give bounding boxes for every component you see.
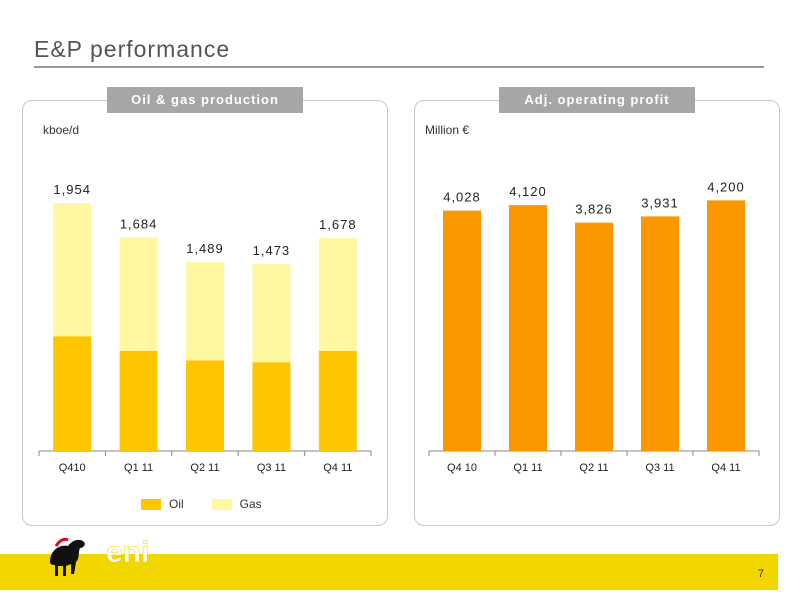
production-total-label: 1,954 [53, 182, 91, 197]
profit-bar [509, 205, 547, 451]
production-category-label: Q4 11 [323, 462, 352, 474]
production-category-label: Q410 [59, 462, 86, 474]
production-total-label: 1,684 [120, 216, 158, 231]
production-unit-label: kboe/d [43, 123, 80, 137]
gas-bar [119, 237, 158, 351]
legend-oil-label: Oil [169, 497, 184, 511]
production-legend: Oil Gas [141, 497, 290, 511]
footer-band [0, 554, 778, 590]
oil-bar [119, 350, 158, 451]
page-title: E&P performance [34, 36, 231, 62]
profit-panel: Adj. operating profit Million € 4,028 Q4 … [414, 87, 780, 526]
gas-swatch [211, 498, 232, 510]
production-chart-title: Oil & gas production [107, 87, 303, 113]
production-chart: 1,954 Q410 1,684 Q1 11 1,489 Q2 11 1,473 Q3 11 1… [38, 182, 372, 474]
production-total-label: 1,489 [186, 241, 224, 256]
production-category-label: Q1 11 [124, 462, 153, 474]
oil-bar [318, 350, 357, 451]
profit-value-label: 4,120 [509, 184, 547, 199]
page-number: 7 [757, 568, 764, 580]
profit-value-label: 3,826 [575, 202, 613, 217]
oil-bar [252, 362, 291, 451]
gas-bar [318, 238, 357, 351]
profit-value-label: 3,931 [641, 195, 679, 210]
profit-value-label: 4,200 [707, 179, 745, 194]
profit-bar [707, 200, 745, 451]
profit-category-label: Q3 11 [645, 462, 674, 474]
profit-bar [641, 216, 679, 451]
oil-bar [53, 336, 92, 451]
profit-value-label: 4,028 [443, 190, 481, 205]
production-total-label: 1,678 [319, 217, 357, 232]
profit-bar [443, 210, 481, 451]
profit-category-label: Q2 11 [579, 462, 608, 474]
oil-bar [186, 360, 224, 451]
gas-bar [186, 262, 224, 361]
legend-item-gas: Gas [211, 497, 262, 511]
profit-unit-label: Million € [425, 123, 470, 137]
legend-item-oil: Oil [141, 497, 184, 511]
production-total-label: 1,473 [253, 243, 291, 258]
six-legged-dog-icon [50, 537, 85, 576]
profit-category-label: Q4 10 [447, 462, 477, 474]
legend-gas-label: Gas [239, 497, 262, 511]
profit-bar [575, 222, 613, 451]
production-panel: Oil & gas production kboe/d 1,954 Q410 1,6… [22, 87, 388, 526]
production-category-label: Q2 11 [190, 462, 219, 474]
profit-category-label: Q4 11 [711, 462, 740, 474]
gas-bar [53, 203, 92, 337]
profit-chart-title: Adj. operating profit [499, 87, 695, 113]
eni-logo: eni [50, 536, 150, 576]
oil-swatch [141, 498, 161, 510]
profit-chart: 4,028 Q4 10 4,120 Q1 11 3,826 Q2 11 3,931 Q3 11… [428, 179, 760, 474]
production-category-label: Q3 11 [257, 462, 286, 474]
profit-category-label: Q1 11 [513, 462, 542, 474]
gas-bar [252, 264, 291, 363]
title-divider [34, 66, 764, 68]
logo-text: eni [106, 536, 149, 569]
